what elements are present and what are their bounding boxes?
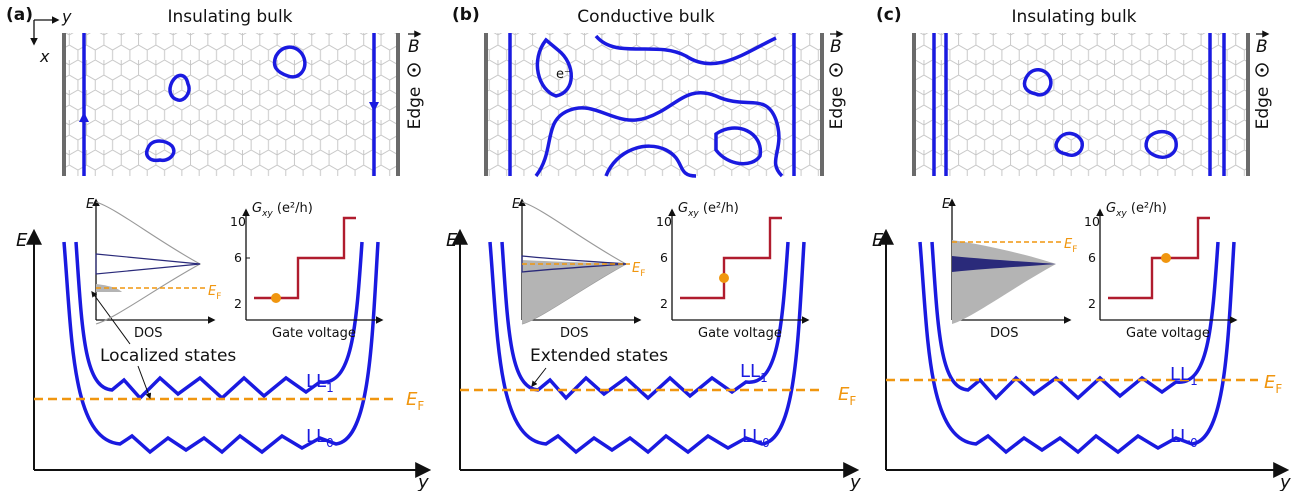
annotation-label: Extended states: [530, 346, 668, 366]
position-axis-label: y: [417, 472, 429, 491]
panel-c-label: (c): [876, 5, 902, 25]
svg-text:E: E: [446, 230, 458, 251]
panel-c-title: Insulating bulk: [1011, 7, 1136, 27]
b-field-label: B: [407, 30, 422, 77]
dos-label: DOS: [134, 326, 163, 341]
dos-inset: E DOS EF: [512, 197, 645, 341]
svg-text:DOS: DOS: [560, 326, 589, 341]
landau-level-0: [488, 241, 806, 455]
panel-b: (b) Conductive bulk e⁻ B Edge E y: [446, 5, 861, 491]
svg-text:Gxy (e²/h): Gxy (e²/h): [678, 201, 739, 219]
svg-text:EF: EF: [632, 261, 645, 279]
panel-b-title: Conductive bulk: [577, 7, 715, 27]
panel-a-label: (a): [6, 5, 33, 25]
landau-level-1: [500, 241, 790, 401]
svg-text:EF: EF: [208, 284, 221, 302]
localized-orbit: [168, 73, 191, 102]
localized-orbit: [272, 45, 307, 79]
svg-text:y: y: [849, 472, 861, 491]
x-axis-label: x: [39, 47, 50, 66]
svg-text:6: 6: [1088, 250, 1096, 265]
gate-point: [1161, 253, 1171, 263]
percolating-path: [534, 90, 784, 178]
svg-text:E: E: [942, 197, 951, 212]
b-field-label: B: [1255, 30, 1270, 77]
energy-axis-label: E: [16, 230, 28, 251]
svg-text:DOS: DOS: [990, 326, 1019, 341]
coordinate-axes: x y: [30, 7, 72, 66]
sample-region: e⁻: [484, 33, 824, 178]
dos-inset: E DOS EF: [86, 197, 221, 341]
localized-orbit: [145, 139, 176, 163]
svg-text:10: 10: [1084, 214, 1100, 229]
gate-point: [271, 293, 281, 303]
svg-text:Gxy (e²/h): Gxy (e²/h): [252, 201, 313, 219]
svg-text:LL0: LL0: [1170, 426, 1198, 450]
svg-text:y: y: [1279, 472, 1291, 491]
svg-text:10: 10: [656, 214, 672, 229]
svg-text:10: 10: [230, 214, 246, 229]
fermi-label: EF: [406, 389, 424, 413]
svg-text:Gate voltage: Gate voltage: [698, 326, 782, 341]
ll0-label: LL0: [306, 426, 334, 450]
ll1-label: LL1: [306, 371, 334, 395]
svg-text:E: E: [86, 197, 95, 212]
svg-text:6: 6: [660, 250, 668, 265]
svg-text:2: 2: [660, 296, 668, 311]
svg-text:B: B: [408, 37, 420, 57]
svg-text:Gxy (e²/h): Gxy (e²/h): [1106, 201, 1167, 219]
electron-label: e⁻: [556, 67, 571, 82]
sample-region: [62, 33, 400, 176]
panel-b-label: (b): [452, 5, 480, 25]
svg-text:EF: EF: [838, 384, 856, 408]
svg-text:LL0: LL0: [742, 426, 770, 450]
svg-text:2: 2: [1088, 296, 1096, 311]
svg-text:6: 6: [234, 250, 242, 265]
gate-point: [719, 273, 729, 283]
landau-level-1: [930, 241, 1220, 401]
percolating-path: [604, 144, 697, 178]
edge-label: Edge: [827, 87, 847, 130]
svg-text:2: 2: [234, 296, 242, 311]
y-axis-label: y: [61, 7, 72, 26]
percolating-path: [594, 34, 777, 66]
svg-text:B: B: [1256, 37, 1268, 57]
svg-text:LL1: LL1: [740, 361, 768, 385]
sample-region: [912, 33, 1250, 176]
b-field-label: B: [829, 30, 844, 77]
panel-c: (c) Insulating bulk B Edge E y LL1: [872, 5, 1291, 491]
panel-a: (a) Insulating bulk x y B E: [6, 5, 432, 491]
svg-text:Gate voltage: Gate voltage: [1126, 326, 1210, 341]
landau-level-0: [918, 241, 1236, 455]
panel-a-title: Insulating bulk: [167, 7, 292, 27]
landau-level-1: [74, 241, 364, 401]
svg-text:E: E: [512, 197, 521, 212]
annotation-label: Localized states: [100, 346, 236, 366]
svg-text:LL1: LL1: [1170, 364, 1198, 388]
svg-text:EF: EF: [1264, 372, 1282, 396]
svg-text:B: B: [830, 37, 842, 57]
svg-text:E: E: [872, 230, 884, 251]
edge-label: Edge: [1253, 87, 1273, 130]
dos-inset: E DOS EF: [942, 197, 1077, 341]
landau-level-0: [62, 241, 380, 455]
edge-label: Edge: [405, 87, 425, 130]
gate-label: Gate voltage: [272, 326, 356, 341]
gxy-inset: Gxy (e²/h) 10 6 2 Gate voltage: [1084, 201, 1238, 341]
svg-text:EF: EF: [1064, 237, 1077, 255]
